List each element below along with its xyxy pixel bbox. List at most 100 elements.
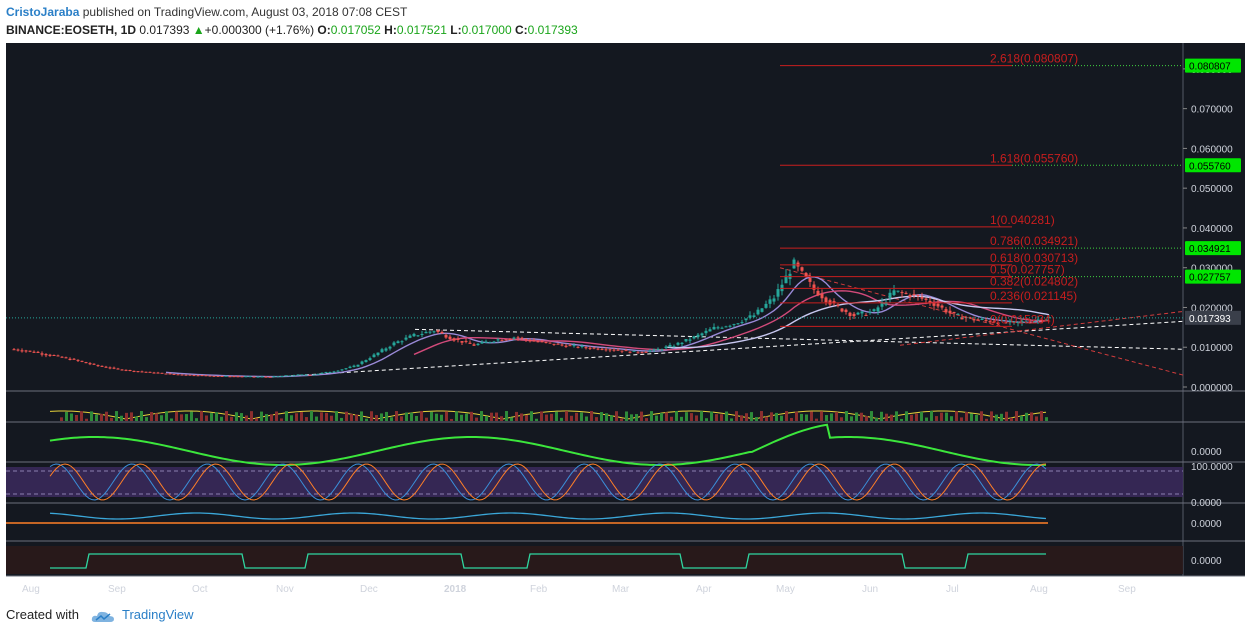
volume-bar (805, 414, 808, 421)
candle-body (188, 374, 192, 376)
price-tick-label: 0.010000 (1191, 343, 1233, 354)
candle-body (1044, 319, 1048, 321)
candle-body (184, 374, 188, 376)
volume-bar (550, 413, 553, 421)
volume-bar (595, 417, 598, 421)
candle-body (608, 349, 612, 351)
volume-bar (785, 411, 788, 421)
volume-bar (720, 414, 723, 421)
candle-body (544, 342, 548, 344)
candle-body (984, 320, 988, 322)
candle-body (296, 374, 300, 376)
volume-bar (820, 411, 823, 421)
volume-bar (960, 417, 963, 421)
volume-bar (945, 412, 948, 421)
candle-body (368, 358, 372, 360)
volume-bar (390, 417, 393, 421)
volume-bar (610, 415, 613, 421)
volume-bar (220, 416, 223, 421)
candle-body (468, 342, 472, 344)
candle-body (532, 340, 536, 342)
volume-bar (890, 414, 893, 421)
candle-body (600, 348, 604, 350)
volume-bar (195, 418, 198, 421)
candle-body (316, 373, 320, 375)
candle-body (344, 368, 348, 370)
chart-area[interactable]: 2.618(0.080807) 1.618(0.055760) 1(0.040281… (0, 41, 1251, 599)
candle-body (124, 369, 128, 371)
volume-bar (545, 414, 548, 421)
fib-level-label: 0.618(0.030713) (990, 251, 1078, 265)
candle-body (928, 300, 932, 304)
candle-body (424, 332, 428, 334)
candle-body (520, 337, 524, 339)
candle-body (336, 370, 340, 372)
candle-body (860, 311, 864, 314)
candle-body (708, 329, 712, 332)
candle-body (320, 372, 324, 374)
candle-body (948, 310, 952, 314)
candle-body (880, 301, 884, 307)
volume-bar (375, 415, 378, 421)
volume-bar (450, 418, 453, 421)
volume-bar (535, 418, 538, 421)
volume-bar (765, 416, 768, 421)
volume-bar (900, 418, 903, 421)
candle-body (144, 371, 148, 373)
candle-body (208, 375, 212, 377)
candle-body (1008, 320, 1012, 322)
volume-bar (470, 411, 473, 421)
sub-pane-tick-label: 100.0000 (1191, 462, 1233, 473)
candle-body (792, 259, 796, 269)
candle-body (624, 350, 628, 352)
candle-body (1016, 321, 1020, 323)
volume-bar (165, 411, 168, 421)
volume-bar (510, 417, 513, 421)
candle-body (108, 367, 112, 369)
volume-bar (710, 411, 713, 421)
time-axis-label: Dec (360, 584, 378, 595)
time-axis-label: Jun (862, 584, 878, 595)
volume-bar (905, 411, 908, 421)
volume-bar (205, 415, 208, 421)
candle-body (32, 351, 36, 353)
published-text: published on TradingView.com, August 03,… (82, 5, 408, 19)
price-highlight-badge (1185, 269, 1241, 284)
volume-bar (700, 411, 703, 421)
volume-bar (170, 418, 173, 421)
volume-bar (320, 412, 323, 421)
candle-body (980, 318, 984, 320)
candle-body (924, 298, 928, 300)
volume-bar (985, 418, 988, 421)
volume-bar (140, 411, 143, 421)
volume-bar (200, 411, 203, 421)
volume-bar (715, 414, 718, 421)
volume-bar (530, 411, 533, 421)
volume-bar (940, 412, 943, 421)
up-arrow-icon: ▲ (192, 23, 205, 37)
author-link[interactable]: CristoJaraba (6, 5, 80, 19)
pane-dividers (6, 390, 1245, 577)
volume-bar (935, 416, 938, 421)
volume-bar (80, 411, 83, 421)
price-axis-background (1183, 43, 1245, 576)
volume-bar (990, 411, 993, 421)
candle-body (628, 351, 632, 353)
volume-bar (965, 411, 968, 421)
tradingview-link[interactable]: TradingView (122, 607, 194, 622)
candle-body (64, 357, 68, 359)
candle-body (968, 317, 972, 319)
candle-body (332, 371, 336, 373)
candle-body (728, 325, 732, 327)
candle-body (60, 356, 64, 358)
volume-bar (555, 411, 558, 421)
candle-body (944, 309, 948, 313)
volume-bar (865, 415, 868, 421)
symbol-label: BINANCE:EOSETH, 1D (6, 23, 137, 37)
candle-body (80, 360, 84, 362)
candle-body (300, 374, 304, 376)
candle-body (636, 352, 640, 354)
candle-body (504, 339, 508, 341)
volume-bar (1030, 412, 1033, 421)
candle-body (380, 349, 384, 353)
